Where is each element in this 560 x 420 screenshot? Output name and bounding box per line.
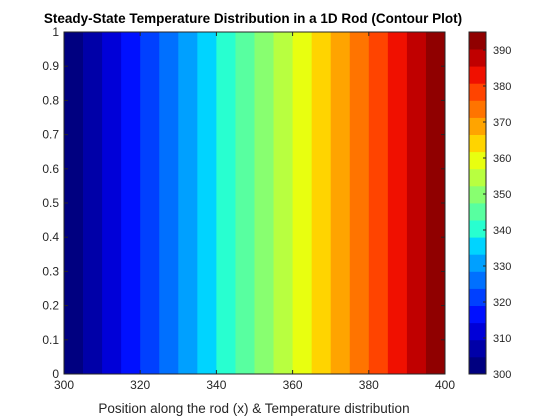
colorbar-segment (469, 168, 486, 187)
colorbar-tick-label: 340 (493, 225, 511, 237)
colorbar-segment (469, 254, 486, 272)
contour-band (83, 32, 103, 374)
y-tick-label: 0.2 (42, 299, 59, 313)
colorbar-segment (469, 134, 486, 153)
colorbar-segment (469, 271, 486, 289)
colorbar-segment (469, 49, 486, 67)
colorbar-segment (469, 356, 486, 375)
colorbar-tick-label: 380 (493, 81, 511, 93)
contour-band (387, 32, 408, 374)
contour-band (292, 32, 313, 374)
colorbar-segment (469, 32, 486, 50)
x-axis-label: Position along the rod (x) & Temperature… (98, 401, 409, 416)
contour-band (349, 32, 370, 374)
contour-band (159, 32, 179, 374)
colorbar-segment (469, 117, 486, 135)
y-tick-label: 0.3 (42, 264, 59, 278)
contour-band (102, 32, 122, 374)
contour-band (178, 32, 198, 374)
colorbar-segment (469, 185, 486, 204)
colorbar-tick-label: 370 (493, 117, 511, 129)
colorbar-tick-label: 350 (493, 189, 511, 201)
colorbar-segment (469, 83, 486, 101)
contour-band (216, 32, 236, 374)
colorbar-segment (469, 339, 486, 358)
colorbar-segment (469, 100, 486, 118)
contour-band (140, 32, 160, 374)
colorbar-segment (469, 305, 486, 324)
colorbar-segment (469, 237, 486, 255)
colorbar-tick-label: 300 (493, 369, 511, 381)
colorbar-segment (469, 288, 486, 306)
contour-band (254, 32, 274, 374)
x-tick-label: 380 (359, 378, 379, 392)
colorbar: 300 310 320 330 340 350 360 370 380 390 (468, 31, 511, 381)
colorbar-segment (469, 151, 486, 170)
colorbar-tick-label: 310 (493, 333, 511, 345)
y-tick-label: 0.1 (42, 333, 59, 347)
y-tick-label: 0.9 (42, 59, 59, 73)
contour-band (330, 32, 351, 374)
contour-band (197, 32, 217, 374)
y-tick-label: 0.4 (42, 230, 59, 244)
x-axis: 300 320 340 360 380 400 (54, 32, 455, 392)
colorbar-tick-label: 330 (493, 261, 511, 273)
x-tick-label: 400 (435, 378, 455, 392)
y-tick-label: 1 (52, 25, 59, 39)
contour-band (235, 32, 255, 374)
colorbar-tick-label: 390 (493, 45, 511, 57)
y-tick-label: 0.8 (42, 93, 59, 107)
contour-band (64, 32, 84, 374)
contour-band (368, 32, 389, 374)
y-tick-label: 0 (52, 367, 59, 381)
contour-band (273, 32, 293, 374)
y-tick-label: 0.7 (42, 128, 59, 142)
colorbar-tick-label: 320 (493, 297, 511, 309)
x-tick-label: 320 (130, 378, 150, 392)
y-tick-label: 0.5 (42, 196, 59, 210)
contour-band (406, 32, 427, 374)
colorbar-segment (469, 220, 486, 238)
y-axis: 0 0.1 0.2 0.3 0.4 0.5 0.6 0.7 0.8 0.9 1 (42, 25, 445, 381)
colorbar-box (468, 31, 487, 375)
plot-area (63, 31, 446, 375)
x-tick-label: 360 (283, 378, 303, 392)
colorbar-segment (469, 203, 486, 221)
contour-band (121, 32, 141, 374)
chart-title: Steady-State Temperature Distribution in… (44, 11, 462, 26)
colorbar-tick-label: 360 (493, 153, 511, 165)
contour-band (311, 32, 332, 374)
colorbar-segment (469, 66, 486, 84)
colorbar-segment (469, 322, 486, 341)
x-tick-label: 340 (206, 378, 226, 392)
x-tick-label: 300 (54, 378, 74, 392)
contour-band (425, 32, 446, 374)
y-tick-label: 0.6 (42, 162, 59, 176)
